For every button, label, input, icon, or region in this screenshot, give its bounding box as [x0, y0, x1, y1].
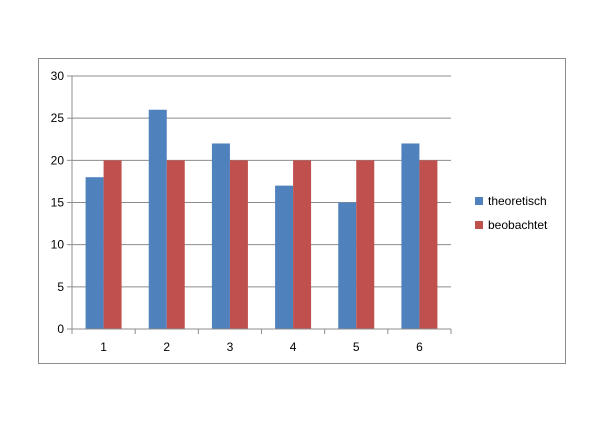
bar-theoretisch-4 [275, 185, 294, 329]
bar-beobachtet-3 [229, 160, 248, 329]
legend: theoretisch beobachtet [475, 194, 548, 232]
y-tick-label: 0 [57, 322, 64, 336]
bar-chart: 0 5 10 15 20 25 30 1 2 3 4 5 6 theoretisch beobachte… [51, 69, 548, 354]
y-tick-label: 10 [51, 238, 65, 252]
bar-beobachtet-1 [103, 160, 122, 329]
y-tick-label: 30 [51, 69, 65, 83]
legend-swatch [475, 197, 483, 205]
bar-theoretisch-1 [85, 177, 104, 329]
bar-beobachtet-2 [166, 160, 185, 329]
bar-theoretisch-3 [211, 143, 230, 329]
bar-theoretisch-6 [401, 143, 420, 329]
y-tick-label: 15 [51, 196, 65, 210]
bar-theoretisch-5 [338, 202, 357, 329]
chart-frame: 0 5 10 15 20 25 30 1 2 3 4 5 6 theoretisch beobachte… [38, 58, 566, 364]
legend-label: beobachtet [488, 218, 548, 232]
bar-beobachtet-4 [293, 160, 312, 329]
x-tick-label: 6 [416, 340, 423, 354]
legend-label: theoretisch [488, 194, 547, 208]
x-tick-label: 3 [227, 340, 234, 354]
bar-beobachtet-5 [356, 160, 375, 329]
x-tick-label: 2 [163, 340, 170, 354]
bar-theoretisch-2 [148, 109, 167, 329]
grid-lines [67, 75, 451, 330]
y-tick-labels: 0 5 10 15 20 25 30 [51, 69, 65, 336]
x-tick-label: 4 [290, 340, 297, 354]
bar-beobachtet-6 [419, 160, 438, 329]
y-tick-label: 5 [57, 280, 64, 294]
y-tick-label: 20 [51, 153, 65, 167]
y-tick-label: 25 [51, 111, 65, 125]
x-tick-label: 5 [353, 340, 360, 354]
legend-swatch [475, 221, 483, 229]
bars [85, 109, 438, 329]
axes [71, 76, 452, 334]
x-tick-label: 1 [100, 340, 107, 354]
x-tick-labels: 1 2 3 4 5 6 [100, 340, 423, 354]
